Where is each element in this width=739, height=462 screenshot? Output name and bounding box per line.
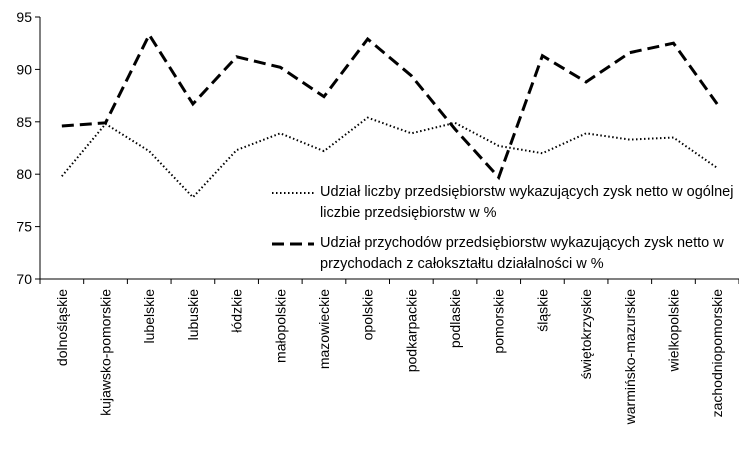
x-tick-label: mazowieckie	[316, 289, 332, 369]
x-tick-label: śląskie	[534, 289, 550, 332]
x-tick-label: świętokrzyskie	[578, 289, 594, 379]
y-tick-label: 75	[16, 219, 32, 235]
y-tick-label: 90	[16, 61, 32, 77]
x-tick-label: warmińsko-mazurskie	[622, 289, 638, 426]
y-tick-label: 85	[16, 114, 32, 130]
x-tick-label: lubuskie	[185, 289, 201, 341]
x-tick-label: kujawsko-pomorskie	[98, 289, 114, 416]
x-tick-label: małopolskie	[272, 289, 288, 363]
x-tick-label: pomorskie	[491, 289, 507, 354]
x-tick-label: podlaskie	[447, 289, 463, 348]
y-tick-label: 95	[16, 9, 32, 25]
legend-label: Udział przychodów przedsiębiorstw wykazu…	[320, 235, 724, 272]
x-tick-label: lubelskie	[141, 289, 157, 344]
x-tick-label: dolnośląskie	[54, 289, 70, 366]
y-tick-label: 80	[16, 166, 32, 182]
x-tick-label: zachodniopomorskie	[709, 289, 725, 418]
x-tick-label: wielkopolskie	[665, 289, 681, 373]
legend-entry: Udział liczby przedsiębiorstw wykazujący…	[320, 184, 734, 221]
legend-entry: Udział przychodów przedsiębiorstw wykazu…	[320, 235, 724, 272]
x-tick-label: łódzkie	[229, 289, 245, 333]
y-tick-label: 70	[16, 271, 32, 287]
legend-label: Udział liczby przedsiębiorstw wykazujący…	[320, 184, 734, 221]
line-series	[61, 31, 719, 181]
x-tick-label: opolskie	[360, 289, 376, 341]
x-tick-label: podkarpackie	[403, 289, 419, 372]
